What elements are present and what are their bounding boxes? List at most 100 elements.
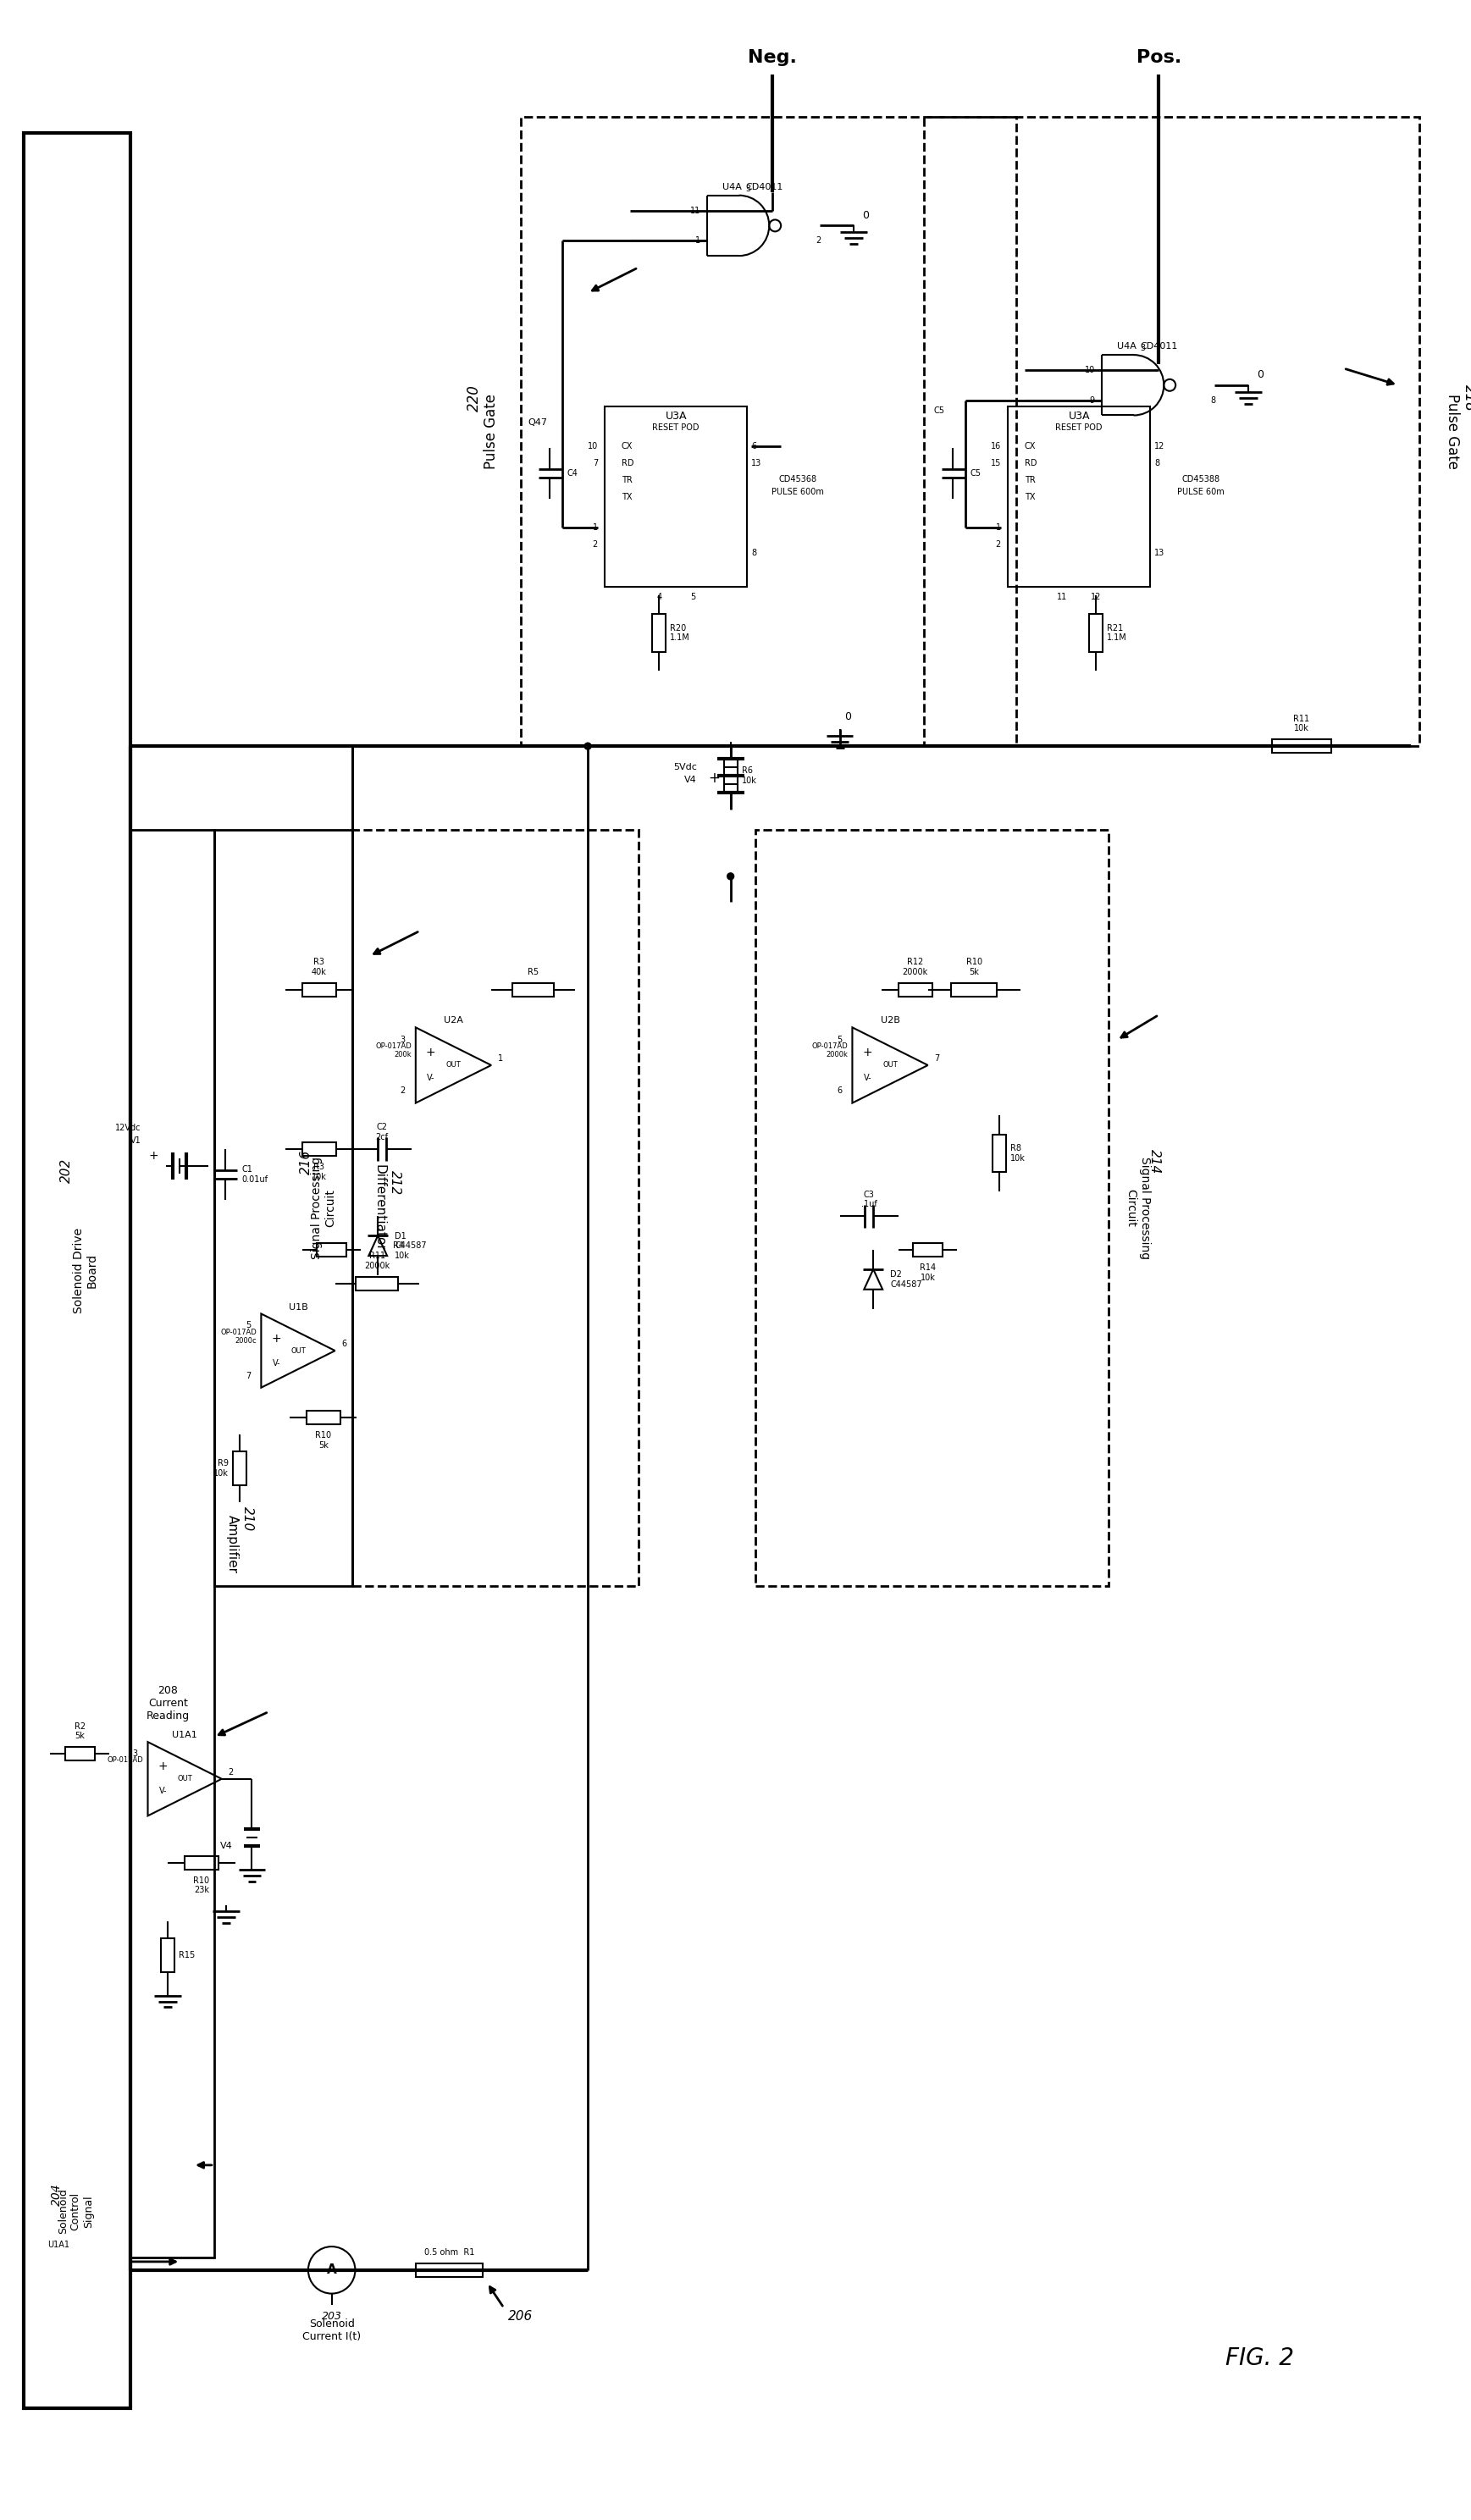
Bar (1008, 406, 1150, 587)
Text: U4A: U4A (1116, 343, 1137, 350)
Text: 204: 204 (51, 2182, 63, 2205)
Text: R10
5k: R10 5k (315, 1431, 331, 1449)
Text: OP-017AD: OP-017AD (221, 1328, 257, 1336)
Text: 11: 11 (1058, 592, 1068, 600)
Text: 220: 220 (466, 383, 482, 411)
Text: 0: 0 (862, 209, 869, 222)
Text: 3: 3 (132, 1749, 138, 1759)
Text: OUT: OUT (446, 1061, 460, 1068)
Text: U1A1: U1A1 (47, 2240, 69, 2250)
Text: 5: 5 (690, 592, 696, 600)
Bar (185, 1857, 218, 1870)
Text: D2
C44587: D2 C44587 (890, 1270, 922, 1288)
Text: 1: 1 (694, 237, 700, 244)
Bar (993, 1134, 1006, 1172)
Text: CD45388: CD45388 (1181, 476, 1219, 484)
Text: 12: 12 (1155, 441, 1165, 451)
Text: 11: 11 (690, 207, 700, 214)
Bar (950, 983, 997, 995)
Text: 8: 8 (1155, 459, 1159, 466)
Text: 8: 8 (752, 549, 756, 557)
Text: 208
Current
Reading: 208 Current Reading (146, 1686, 190, 1721)
Text: 6: 6 (837, 1086, 843, 1094)
Text: Signal Processing
Circuit: Signal Processing Circuit (1125, 1157, 1150, 1260)
Text: 203: 203 (322, 2311, 341, 2321)
Bar (1272, 738, 1331, 753)
Text: U2B: U2B (881, 1016, 900, 1026)
Text: R3
10k: R3 10k (312, 1162, 327, 1182)
Text: R8
10k: R8 10k (1011, 1144, 1025, 1162)
Text: R3
40k: R3 40k (312, 958, 327, 975)
Text: R6
10k: R6 10k (741, 766, 756, 784)
Text: V-: V- (159, 1787, 166, 1794)
Text: 1: 1 (996, 524, 1000, 532)
Bar (924, 116, 1420, 746)
Text: 218: 218 (1462, 383, 1471, 411)
Bar (162, 1938, 175, 1973)
Text: TX: TX (1024, 491, 1036, 501)
Bar (724, 759, 737, 791)
Text: 8: 8 (1211, 396, 1215, 403)
Text: 2: 2 (815, 237, 821, 244)
Bar (24, 134, 129, 2409)
Bar (316, 1242, 346, 1257)
Text: R10
5k: R10 5k (966, 958, 983, 975)
Bar (512, 983, 555, 995)
Text: 202: 202 (60, 1157, 74, 1182)
Text: V1: V1 (131, 1137, 141, 1144)
Text: +: + (149, 1149, 159, 1162)
Text: U1B: U1B (288, 1303, 307, 1310)
Text: 13: 13 (1155, 549, 1165, 557)
Text: 16: 16 (990, 441, 1000, 451)
Bar (605, 406, 747, 587)
Text: +: + (157, 1761, 168, 1772)
Text: 4: 4 (656, 592, 662, 600)
Text: Pos.: Pos. (1136, 50, 1181, 66)
Text: R14
10k: R14 10k (919, 1263, 936, 1283)
Text: 216: 216 (300, 1149, 313, 1174)
Bar (913, 1242, 943, 1257)
Text: 3: 3 (746, 184, 750, 194)
Text: OUT: OUT (291, 1346, 306, 1353)
Text: R20
1.1M: R20 1.1M (671, 622, 690, 643)
Text: 206: 206 (509, 2311, 533, 2323)
Text: PULSE 600m: PULSE 600m (771, 489, 824, 496)
Text: R9
10k: R9 10k (213, 1459, 228, 1477)
Text: CX: CX (1024, 441, 1036, 451)
Text: V4: V4 (221, 1842, 232, 1850)
Text: U1A1: U1A1 (172, 1731, 197, 1739)
Text: OP-017AD: OP-017AD (375, 1043, 412, 1051)
Text: 1: 1 (593, 524, 597, 532)
Text: 12: 12 (1090, 592, 1102, 600)
Text: Differentiator: Differentiator (374, 1164, 385, 1252)
Text: 7: 7 (593, 459, 597, 466)
Text: OUT: OUT (177, 1774, 193, 1782)
Bar (756, 829, 1109, 1585)
Text: PULSE 60m: PULSE 60m (1177, 489, 1224, 496)
Text: Amplifier: Amplifier (227, 1515, 238, 1572)
Text: +: + (862, 1046, 872, 1058)
Text: R2
5k: R2 5k (74, 1721, 85, 1741)
Text: 2: 2 (228, 1769, 234, 1777)
Text: R11
10k: R11 10k (1293, 716, 1309, 733)
Text: 210: 210 (241, 1507, 254, 1532)
Text: Pulse Gate: Pulse Gate (1445, 393, 1461, 469)
Bar (306, 1411, 340, 1424)
Text: Neg.: Neg. (749, 50, 797, 66)
Text: 3: 3 (400, 1036, 406, 1043)
Text: R12
2000k: R12 2000k (903, 958, 928, 975)
Text: V-: V- (272, 1358, 281, 1368)
Text: 212: 212 (388, 1169, 402, 1194)
Text: U3A: U3A (1068, 411, 1090, 421)
Text: 5: 5 (837, 1036, 843, 1043)
Text: R5: R5 (528, 968, 538, 975)
Text: 6: 6 (752, 441, 756, 451)
Text: Solenoid
Control
Signal: Solenoid Control Signal (57, 2187, 94, 2235)
Bar (215, 829, 353, 1585)
Text: CD4011: CD4011 (746, 184, 783, 192)
Bar (1089, 615, 1103, 653)
Text: 10: 10 (1084, 365, 1094, 375)
Text: V4: V4 (684, 776, 697, 784)
Text: 9: 9 (1090, 396, 1094, 403)
Text: R11
2000k: R11 2000k (365, 1252, 390, 1270)
